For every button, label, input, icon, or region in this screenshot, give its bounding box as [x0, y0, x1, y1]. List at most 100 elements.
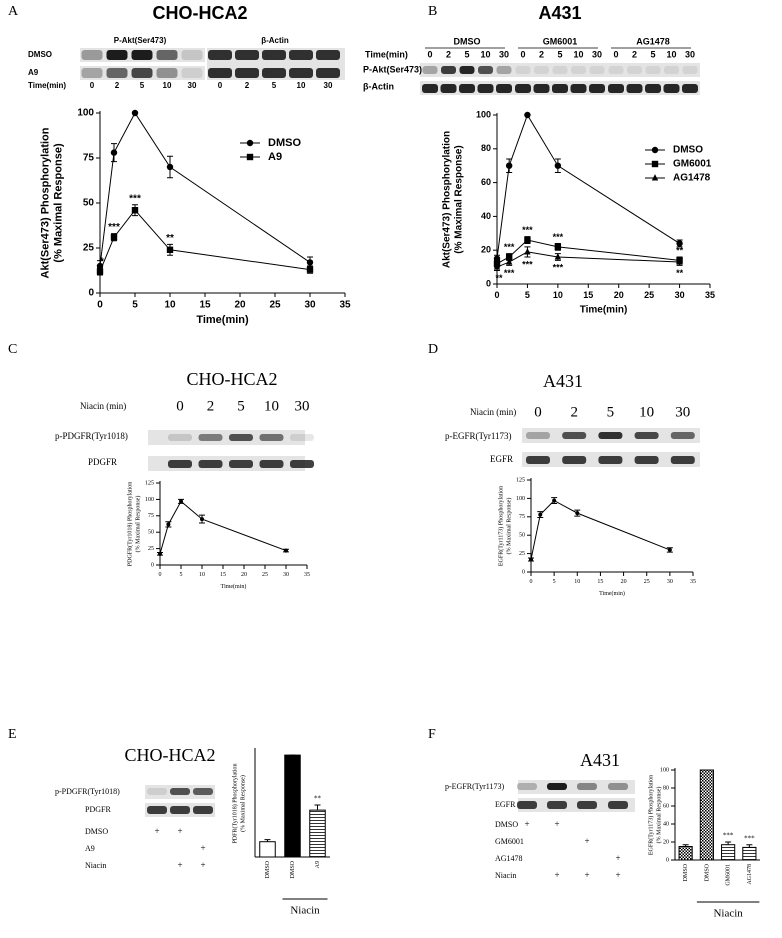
- blot-4: p-PDGFR(Tyr1018) PDGFR DMSO + + A9 + Niacin + +: [55, 785, 215, 870]
- blot-lane: 5: [140, 81, 145, 90]
- bar: [284, 754, 301, 858]
- blot-lane: 10: [480, 49, 490, 59]
- x-tick-label: 35: [304, 572, 310, 578]
- bar: [721, 844, 736, 861]
- blot-band: [208, 50, 232, 60]
- x-axis-label: Time(min): [221, 583, 247, 590]
- blot-band: [316, 50, 340, 60]
- marker: [651, 160, 659, 168]
- y-axis-label: (% Maximal Response): [52, 143, 64, 263]
- blot-lane: 30: [499, 49, 509, 59]
- blot-lane: 0: [218, 81, 223, 90]
- blot-band: [106, 68, 128, 78]
- marker: [651, 174, 659, 181]
- blot-band: [459, 66, 475, 74]
- annotation: **: [166, 233, 174, 244]
- blot-band: [626, 84, 643, 93]
- blot-band: [598, 432, 623, 439]
- blot-band: [193, 788, 213, 795]
- y-tick-label: 100: [145, 497, 154, 503]
- marker: [676, 240, 683, 247]
- x-tick-label: 35: [690, 579, 696, 585]
- blot-band: [562, 432, 587, 439]
- treatment-label: Niacin: [85, 861, 106, 870]
- blot-band: [440, 84, 457, 93]
- blot-row-label: β-Actin: [363, 81, 394, 91]
- x-tick-label: 30: [304, 300, 316, 311]
- blot-row-label: EGFR: [495, 800, 516, 809]
- x-tick-label: 25: [269, 300, 281, 311]
- treatment-mark: +: [524, 819, 529, 829]
- annotation: ***: [553, 232, 564, 242]
- blot-lane: 5: [237, 398, 245, 414]
- chart-title: CHO-HCA2: [186, 369, 277, 389]
- blot-band: [562, 456, 587, 464]
- x-tick-label: 15: [597, 579, 603, 585]
- treatment-mark: +: [200, 843, 205, 853]
- chart-title: CHO-HCA2: [152, 3, 247, 23]
- legend-label: DMSO: [268, 137, 301, 149]
- blot-band: [168, 460, 192, 468]
- x-tick-label: 25: [262, 572, 268, 578]
- marker: [538, 512, 543, 517]
- treatment-mark: +: [554, 819, 559, 829]
- blot-band: [478, 66, 493, 74]
- y-tick-label: 125: [516, 477, 525, 483]
- blot-group: AG1478: [636, 36, 670, 46]
- marker: [554, 162, 562, 169]
- y-tick-label: 50: [83, 198, 95, 209]
- annotation: ***: [504, 268, 515, 278]
- blot-band: [645, 66, 661, 74]
- y-axis-label: (% Maximal Response): [454, 145, 465, 253]
- marker: [179, 499, 183, 504]
- blot-band: [208, 68, 232, 78]
- blot-lane: 10: [639, 404, 654, 420]
- x-tick-label: 25: [644, 579, 650, 585]
- y-tick-label: 20: [481, 245, 491, 255]
- blot-band: [515, 84, 531, 93]
- blot-band: [552, 66, 568, 74]
- blot-band: [670, 456, 695, 464]
- x-tick-label: DMSO: [290, 860, 296, 878]
- blot-lane: 0: [520, 49, 525, 59]
- marker: [306, 266, 314, 273]
- blot-row-label: p-PDGFR(Tyr1018): [55, 431, 128, 441]
- marker: [110, 149, 118, 156]
- blot-lane: 30: [685, 49, 695, 59]
- panel-letter: A: [8, 4, 19, 19]
- marker: [676, 258, 683, 265]
- blot-band: [682, 84, 698, 93]
- y-tick-label: 25: [148, 546, 154, 552]
- blot-lane: 10: [264, 398, 279, 414]
- blot-band: [534, 66, 549, 74]
- error-bar: [682, 844, 689, 847]
- marker: [96, 268, 104, 275]
- x-tick-label: 0: [97, 300, 103, 311]
- blot-band: [131, 68, 153, 78]
- blot-header: β-Actin: [261, 36, 289, 45]
- blot-lane: 30: [675, 404, 690, 420]
- blot-columns-label: Niacin (min): [80, 401, 126, 411]
- panel-letter: C: [8, 342, 17, 357]
- group-label: Niacin: [290, 905, 320, 917]
- marker: [524, 236, 531, 244]
- blot-lane: 5: [607, 404, 615, 420]
- y-tick-label: 25: [519, 551, 525, 557]
- blot-band: [290, 460, 314, 468]
- chart-title: CHO-HCA2: [124, 745, 215, 765]
- legend-label: GM6001: [673, 159, 712, 170]
- blot-row-label: DMSO: [28, 50, 52, 59]
- y-tick-label: 75: [519, 514, 525, 520]
- blot-band: [663, 84, 680, 93]
- panel-letter: F: [428, 727, 436, 742]
- blot-lane: 2: [632, 49, 637, 59]
- series-line: [159, 500, 287, 554]
- blot-band: [526, 432, 550, 439]
- marker: [246, 153, 254, 161]
- blot-lane: 0: [90, 81, 95, 90]
- x-tick-label: 10: [553, 290, 563, 300]
- x-tick-label: 30: [283, 572, 289, 578]
- y-tick-label: 40: [663, 821, 669, 827]
- y-axis-label: Akt(Ser473) Phosphorylation: [39, 127, 51, 278]
